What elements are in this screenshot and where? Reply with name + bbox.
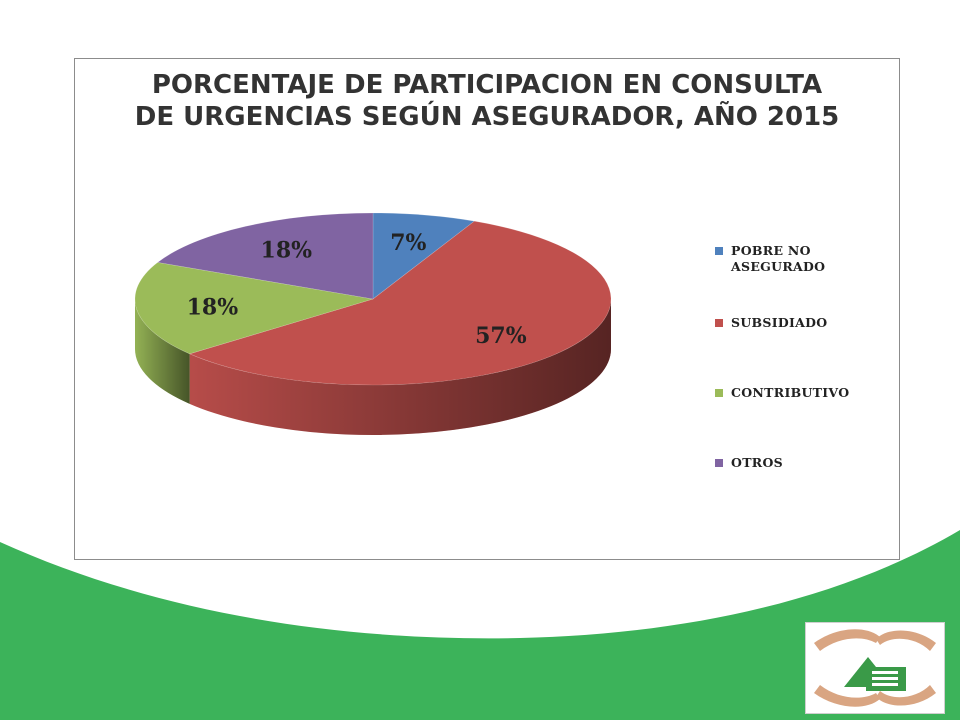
data-label-contributivo: 18% [187,294,239,320]
pie-chart: 7% 57% 18% 18% [134,212,612,435]
pie-slice-contributivo [134,262,374,355]
hands-house-logo-icon [806,623,944,713]
pie-side-contributivo [135,299,190,404]
legend-swatch [715,459,723,467]
data-label-pobre-no-asegurado: 7% [390,230,426,256]
chart-title-line-2: DE URGENCIAS SEGÚN ASEGURADOR, AÑO 2015 [134,102,840,132]
hospital-logo [805,622,945,714]
legend-label: SUBSIDIADO [731,315,828,330]
data-label-otros: 18% [261,238,313,264]
pie-side-subsidiado [189,299,611,435]
chart-area: PORCENTAJE DE PARTICIPACION EN CONSULTA … [74,58,900,560]
chart-title: PORCENTAJE DE PARTICIPACION EN CONSULTA … [75,69,899,133]
green-wave [0,530,960,720]
legend-label: OTROS [731,455,783,470]
pie-slice-subsidiado [188,220,612,386]
legend-swatch [715,389,723,397]
legend-label: CONTRIBUTIVO [731,385,850,400]
legend-swatch [715,319,723,327]
legend-swatch [715,247,723,255]
chart-title-line-1: PORCENTAJE DE PARTICIPACION EN CONSULTA [151,70,823,100]
data-label-subsidiado: 57% [475,323,527,349]
pie-slice-otros [156,212,374,300]
legend-label: POBRE NO ASEGURADO [731,243,826,274]
pie-slice-pobre-no-asegurado [372,212,476,300]
